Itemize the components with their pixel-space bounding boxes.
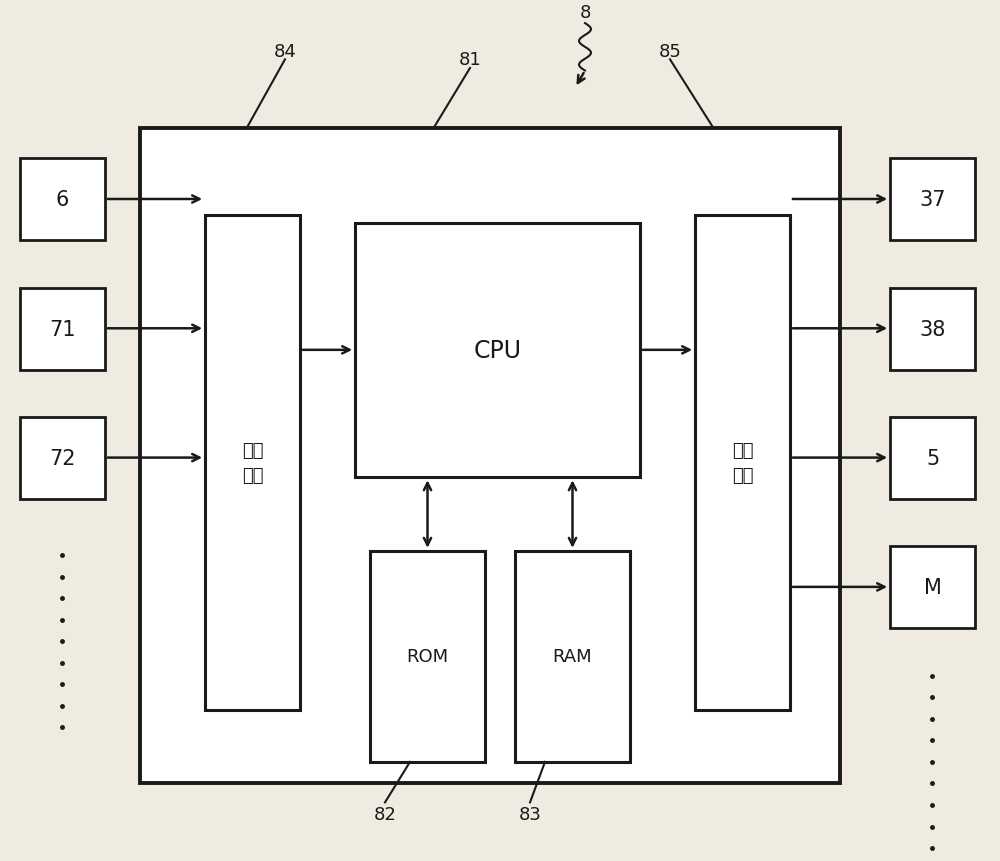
Text: 输出
接口: 输出 接口 (732, 442, 753, 484)
Bar (20, 159, 105, 241)
Text: RAM: RAM (553, 647, 592, 666)
Text: M: M (924, 578, 941, 598)
Text: 85: 85 (659, 43, 681, 60)
Text: ROM: ROM (406, 647, 449, 666)
Bar (515, 551, 630, 762)
Bar (355, 224, 640, 478)
Text: CPU: CPU (474, 339, 522, 362)
Bar (20, 288, 105, 370)
Bar (370, 551, 485, 762)
Text: 72: 72 (49, 449, 76, 468)
Bar (890, 159, 975, 241)
Text: 37: 37 (919, 190, 946, 210)
Text: 8: 8 (579, 4, 591, 22)
Bar (20, 418, 105, 499)
Bar (890, 418, 975, 499)
Bar (890, 288, 975, 370)
Text: 5: 5 (926, 449, 939, 468)
Text: 82: 82 (374, 805, 396, 822)
Text: 84: 84 (274, 43, 296, 60)
Text: 71: 71 (49, 319, 76, 339)
Text: 81: 81 (459, 52, 481, 69)
Bar (140, 129, 840, 784)
Text: 83: 83 (519, 805, 541, 822)
Bar (695, 215, 790, 710)
Bar (890, 547, 975, 629)
Text: 6: 6 (56, 190, 69, 210)
Text: 38: 38 (919, 319, 946, 339)
Text: 输入
接口: 输入 接口 (242, 442, 263, 484)
Bar (205, 215, 300, 710)
